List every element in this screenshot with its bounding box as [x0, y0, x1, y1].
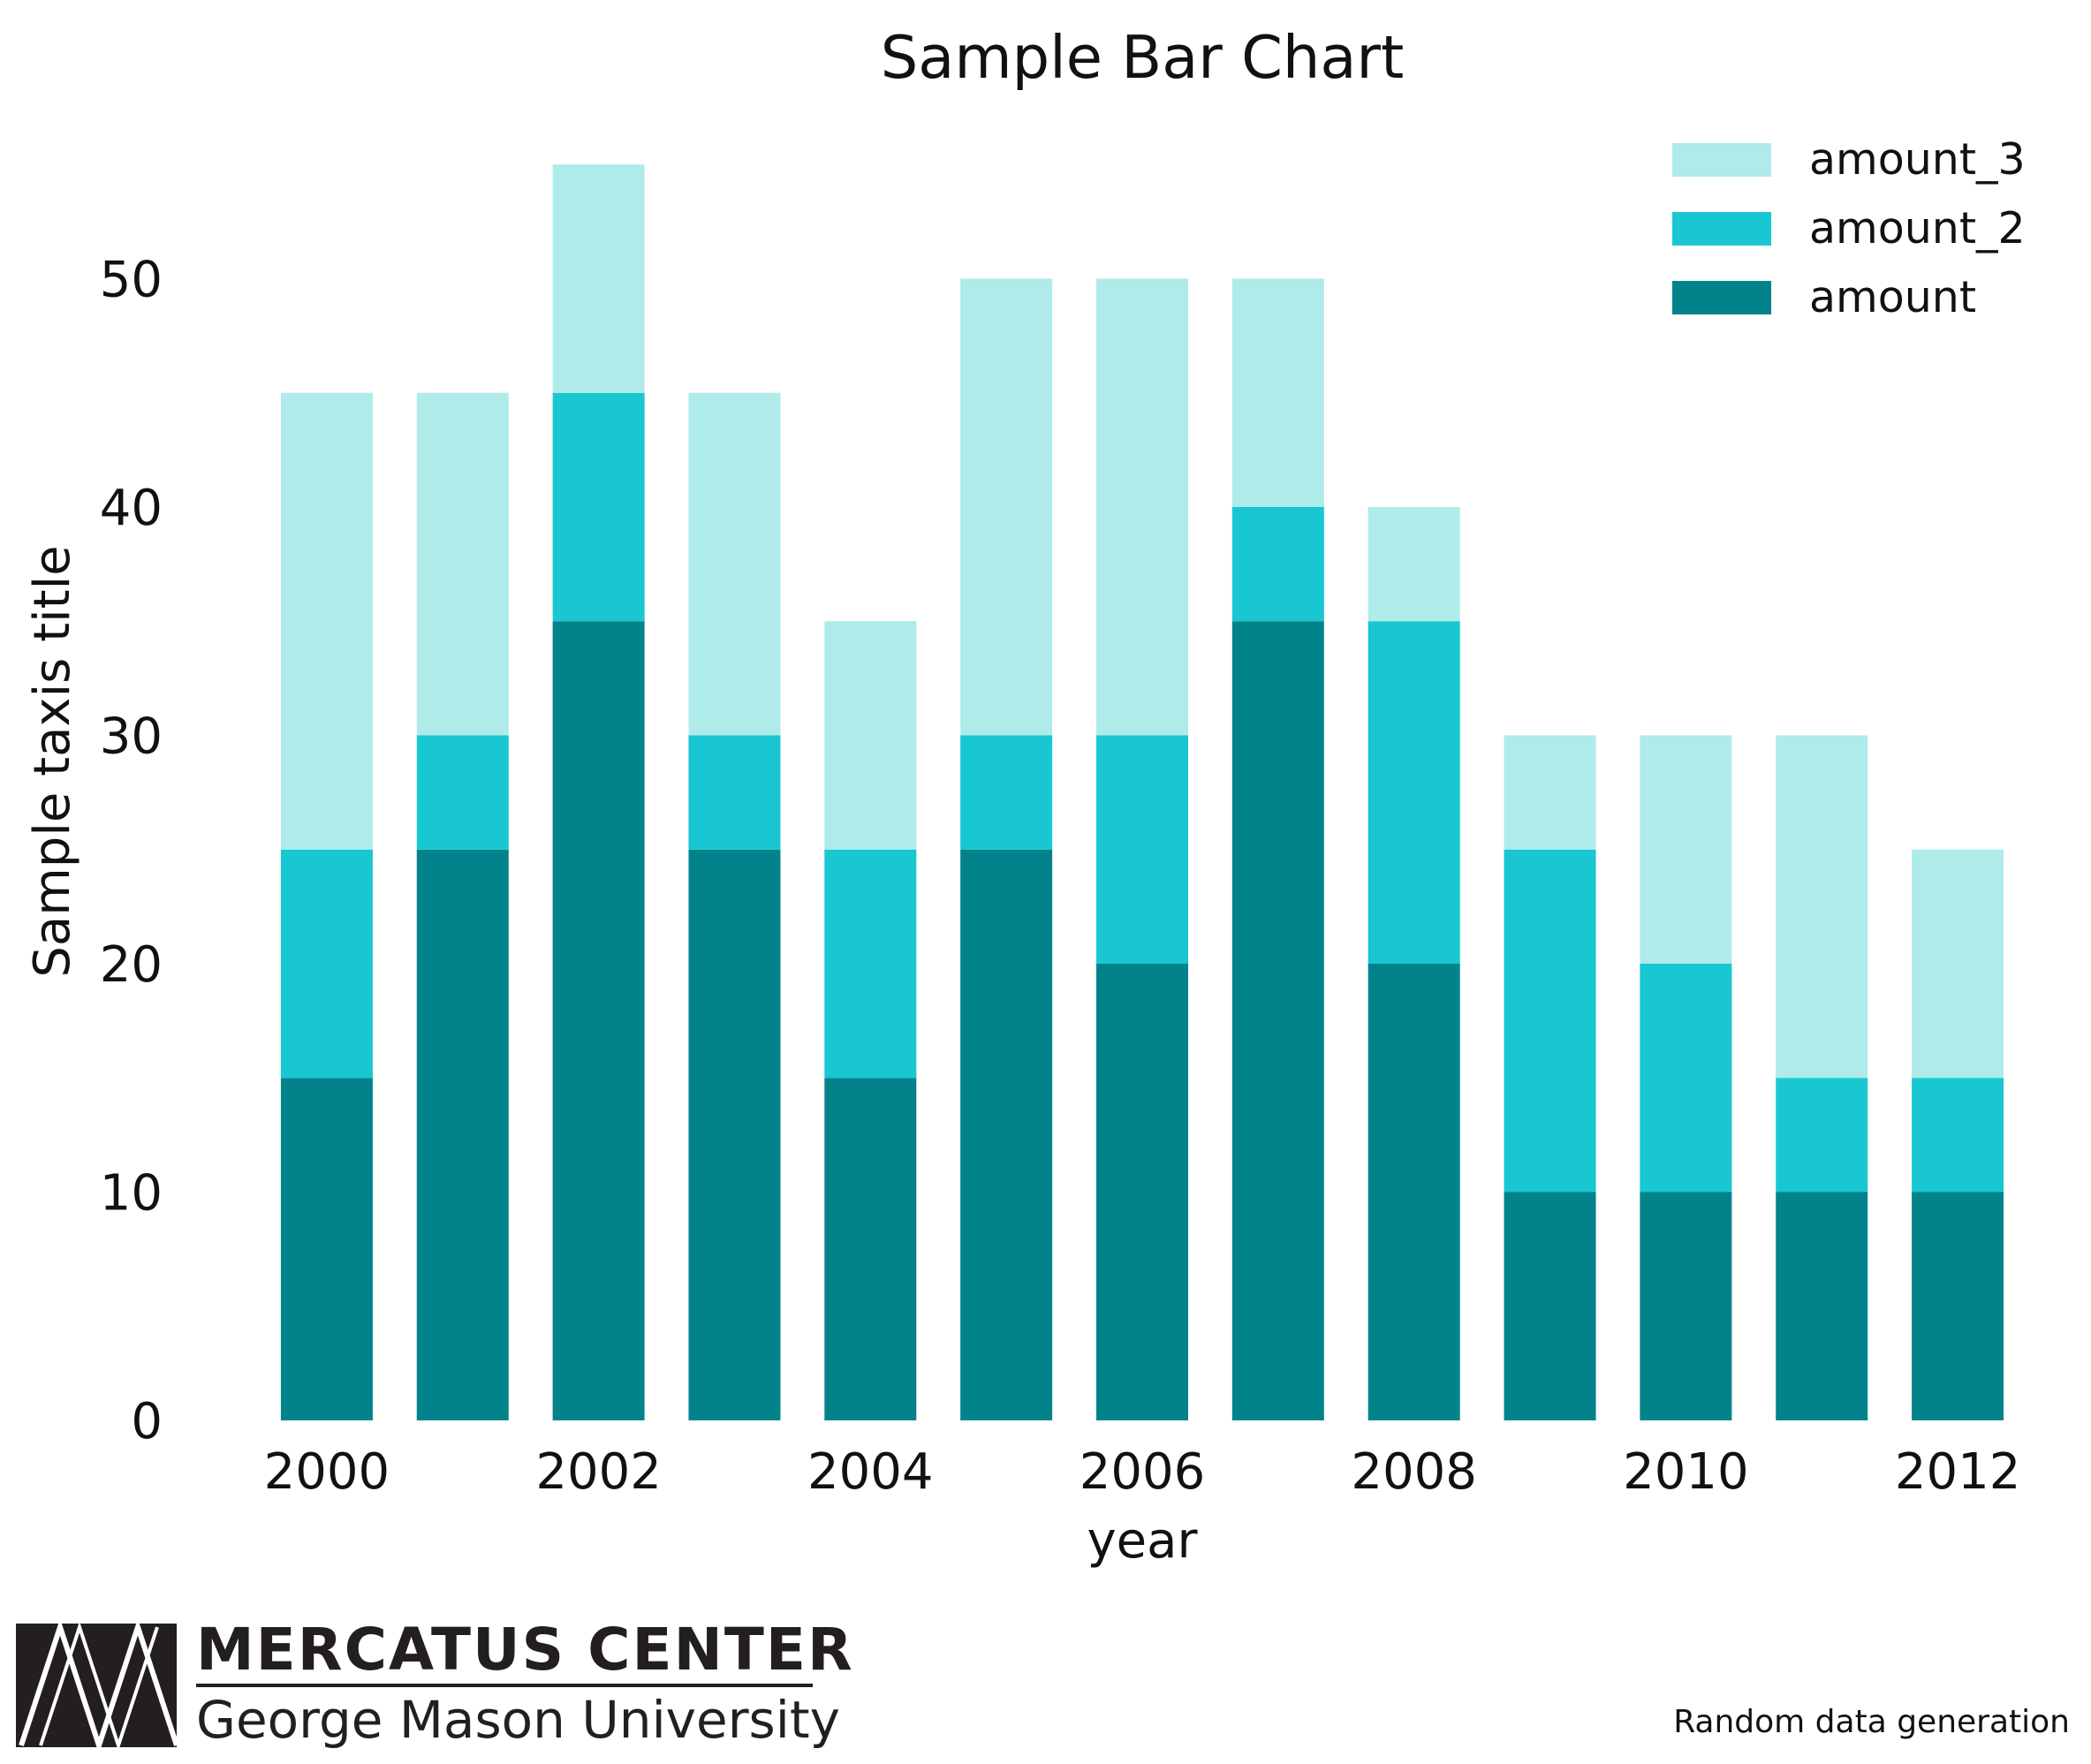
bar-amount_2-2002 — [552, 392, 645, 622]
x-tick-label: 2000 — [264, 1443, 390, 1501]
bar-amount-2009 — [1504, 1192, 1596, 1420]
source-note: Random data generation — [1673, 1704, 2070, 1740]
bar-amount_2-2012 — [1912, 1078, 2004, 1192]
bar-amount_3-2010 — [1640, 735, 1732, 964]
y-axis-ticks: 0 10 20 30 40 50 — [100, 252, 163, 1451]
bar-amount-2007 — [1231, 621, 1324, 1420]
bar-amount_2-2011 — [1776, 1078, 1868, 1192]
legend-swatch-amount — [1672, 281, 1771, 314]
x-tick-label: 2010 — [1623, 1443, 1749, 1501]
bar-amount-2005 — [960, 849, 1053, 1420]
bar-amount-2004 — [824, 1078, 917, 1420]
logo-university: George Mason University — [196, 1690, 840, 1750]
x-tick-label: 2012 — [1895, 1443, 2021, 1501]
bar-amount_3-2001 — [416, 392, 509, 736]
bar-amount_3-2006 — [1096, 278, 1188, 736]
legend-label-amount: amount — [1809, 272, 1976, 322]
x-tick-label: 2006 — [1080, 1443, 1206, 1501]
bar-amount_2-2007 — [1231, 507, 1324, 622]
bar-amount_2-2003 — [688, 735, 781, 850]
logo-name: MERCATUS CENTER — [196, 1616, 854, 1684]
legend-swatch-amount_3 — [1672, 143, 1771, 177]
bar-amount_3-2000 — [280, 392, 373, 850]
bar-amount_2-2009 — [1504, 849, 1596, 1192]
x-tick-label: 2004 — [807, 1443, 934, 1501]
bar-amount_2-2010 — [1640, 964, 1732, 1192]
y-tick-label: 0 — [131, 1393, 163, 1450]
bar-amount-2003 — [688, 849, 781, 1420]
bars-group — [280, 164, 2004, 1420]
x-tick-label: 2008 — [1351, 1443, 1477, 1501]
chart-title: Sample Bar Chart — [881, 23, 1405, 92]
mercatus-logo-mark — [16, 1618, 179, 1754]
bar-amount_3-2005 — [960, 278, 1053, 736]
bar-amount_3-2004 — [824, 621, 917, 850]
y-tick-label: 50 — [100, 252, 163, 309]
y-axis-title: Sample taxis title — [24, 545, 81, 977]
bar-amount_3-2002 — [552, 164, 645, 393]
legend-label-amount_3: amount_3 — [1809, 134, 2026, 185]
y-tick-label: 10 — [100, 1165, 163, 1223]
bar-amount_3-2012 — [1912, 849, 2004, 1079]
bar-amount_2-2005 — [960, 735, 1053, 850]
y-tick-label: 30 — [100, 708, 163, 766]
bar-amount_3-2008 — [1367, 507, 1460, 622]
legend-swatch-amount_2 — [1672, 212, 1771, 246]
bar-amount_3-2003 — [688, 392, 781, 736]
bar-amount-2006 — [1096, 964, 1188, 1420]
bar-amount_2-2006 — [1096, 735, 1188, 964]
bar-amount-2002 — [552, 621, 645, 1420]
y-tick-label: 20 — [100, 936, 163, 994]
x-tick-label: 2002 — [535, 1443, 662, 1501]
bar-amount_2-2000 — [280, 849, 373, 1079]
bar-amount-2008 — [1367, 964, 1460, 1420]
mercatus-logo: MERCATUS CENTER George Mason University — [16, 1616, 854, 1754]
bar-amount-2010 — [1640, 1192, 1732, 1420]
bar-amount_3-2009 — [1504, 735, 1596, 850]
logo-divider — [196, 1684, 813, 1687]
x-axis-ticks: 2000 2002 2004 2006 2008 2010 2012 — [264, 1443, 2021, 1501]
bar-amount_3-2011 — [1776, 735, 1868, 1079]
bar-amount-2000 — [280, 1078, 373, 1420]
bar-amount-2012 — [1912, 1192, 2004, 1420]
bar-amount-2011 — [1776, 1192, 1868, 1420]
bar-amount_2-2008 — [1367, 621, 1460, 964]
bar-amount_2-2001 — [416, 735, 509, 850]
x-axis-title: year — [1087, 1512, 1199, 1570]
y-tick-label: 40 — [100, 480, 163, 537]
bar-amount-2001 — [416, 849, 509, 1420]
bar-amount_2-2004 — [824, 849, 917, 1079]
legend-label-amount_2: amount_2 — [1809, 203, 2026, 254]
bar-amount_3-2007 — [1231, 278, 1324, 507]
